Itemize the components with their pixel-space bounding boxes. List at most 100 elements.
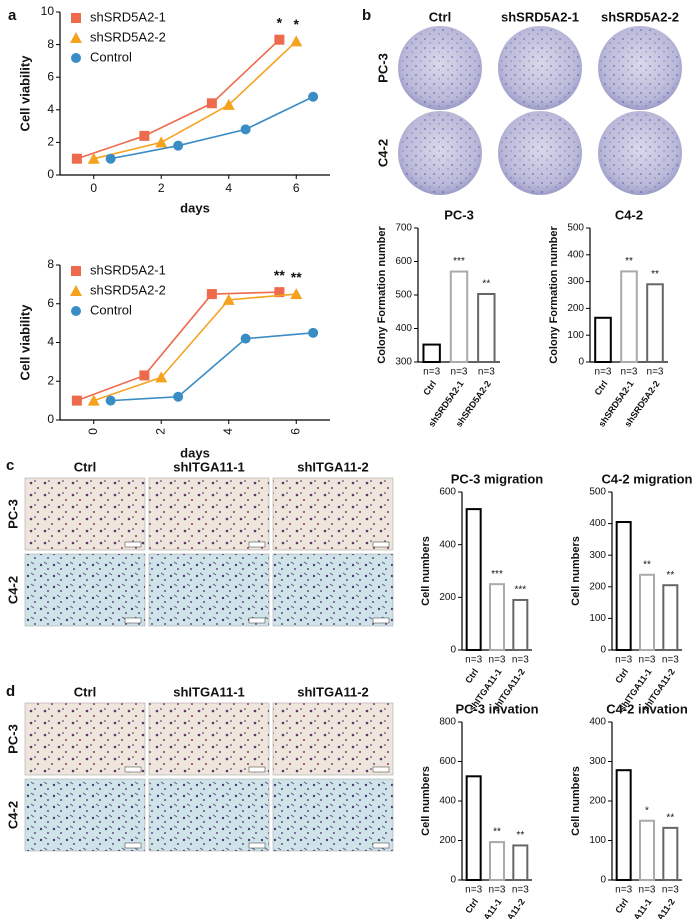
data-point	[155, 371, 168, 383]
data-point	[71, 153, 82, 164]
y-tick-label: 200	[589, 796, 606, 807]
y-tick-label: 500	[395, 290, 412, 301]
significance-label: **	[516, 830, 524, 841]
legend-label: shSRD5A2-1	[90, 9, 166, 24]
legend-label: Control	[90, 302, 132, 317]
legend-marker	[71, 53, 81, 63]
y-tick-label: 0	[600, 645, 606, 656]
y-axis-label: Cell numbers	[570, 536, 582, 606]
significance-label: *	[294, 16, 300, 32]
micrograph	[272, 553, 394, 627]
bar	[662, 826, 679, 881]
n-label: n=3	[615, 655, 632, 666]
micrograph	[148, 477, 270, 551]
y-axis-label: Colony Formation number	[376, 226, 388, 364]
bar	[422, 343, 441, 363]
x-tick-label: Ctrl	[613, 897, 630, 915]
data-point	[206, 289, 217, 300]
micrograph	[24, 702, 146, 776]
micrograph	[272, 778, 394, 852]
bar	[489, 583, 505, 652]
column-header: shITGA11-1	[173, 459, 245, 474]
y-tick-label: 8	[47, 257, 54, 271]
y-tick-label: 400	[395, 323, 412, 334]
legend-label: Control	[90, 49, 132, 64]
x-tick-label: Ctrl	[593, 379, 610, 397]
n-label: n=3	[615, 885, 632, 896]
data-point	[308, 91, 319, 102]
y-tick-label: 500	[589, 487, 606, 498]
y-tick-label: 700	[395, 223, 412, 234]
micrograph	[24, 778, 146, 852]
scale-bar	[248, 842, 266, 849]
panel-label: c	[6, 457, 14, 474]
colony-dots	[500, 113, 580, 193]
chart-title: C4-2 invation	[606, 701, 688, 716]
x-tick-label: Ctrl	[463, 897, 480, 915]
significance-label: **	[651, 269, 659, 280]
x-tick-label: 4	[221, 428, 235, 435]
significance-label: ***	[514, 585, 526, 596]
colony-dots	[400, 28, 480, 108]
y-tick-label: 500	[567, 223, 584, 234]
series-line	[110, 332, 314, 402]
legend-label: shSRD5A2-2	[90, 282, 166, 297]
colony-dots	[600, 28, 680, 108]
colony-dots	[500, 28, 580, 108]
scale-bar	[124, 617, 142, 624]
bar	[512, 844, 529, 881]
significance-label: *	[277, 14, 283, 30]
y-tick-label: 600	[439, 756, 456, 767]
n-label: n=3	[662, 655, 679, 666]
n-label: n=3	[489, 885, 506, 896]
n-label: n=3	[621, 367, 638, 378]
data-point	[105, 153, 116, 164]
y-axis-label: Cell numbers	[420, 536, 432, 606]
bar	[465, 508, 482, 651]
n-label: n=3	[639, 885, 656, 896]
scale-bar	[372, 541, 390, 548]
y-tick-label: 300	[395, 357, 412, 368]
x-tick-label: 2	[158, 181, 165, 195]
bar	[620, 270, 638, 363]
x-tick-label: Ctrl	[613, 667, 630, 685]
series-line	[93, 293, 297, 402]
bar	[639, 819, 655, 881]
bar	[594, 316, 612, 363]
legend-marker	[71, 266, 81, 276]
column-header: shSRD5A2-1	[501, 9, 579, 24]
y-tick-label: 200	[567, 303, 584, 314]
y-axis-label: Cell numbers	[420, 766, 432, 836]
chart-title: C4-2 migration	[601, 471, 692, 486]
bar	[615, 521, 632, 652]
n-label: n=3	[478, 367, 495, 378]
significance-label: **	[643, 559, 651, 570]
y-tick-label: 400	[589, 518, 606, 529]
micrograph	[24, 553, 146, 627]
y-tick-label: 0	[600, 875, 606, 886]
y-axis-label: Cell viability	[17, 304, 32, 381]
scale-bar	[248, 541, 266, 548]
n-label: n=3	[465, 885, 482, 896]
y-tick-label: 2	[47, 135, 54, 149]
bar	[489, 841, 505, 882]
data-point	[173, 140, 184, 151]
significance-label: **	[625, 256, 633, 267]
y-tick-label: 600	[395, 256, 412, 267]
y-tick-label: 0	[450, 645, 456, 656]
y-tick-label: 200	[439, 835, 456, 846]
micrograph	[24, 477, 146, 551]
significance-label: **	[274, 267, 285, 283]
data-point	[173, 391, 184, 402]
column-header: shITGA11-2	[297, 684, 369, 699]
y-tick-label: 300	[589, 756, 606, 767]
n-label: n=3	[489, 655, 506, 666]
row-label: C4-2	[5, 801, 20, 829]
data-point	[240, 333, 251, 344]
legend-marker	[70, 285, 82, 296]
x-tick-label: 6	[288, 428, 302, 435]
panel-label: a	[8, 7, 17, 24]
row-label: PC-3	[5, 724, 20, 754]
data-point	[274, 287, 285, 298]
n-label: n=3	[423, 367, 440, 378]
